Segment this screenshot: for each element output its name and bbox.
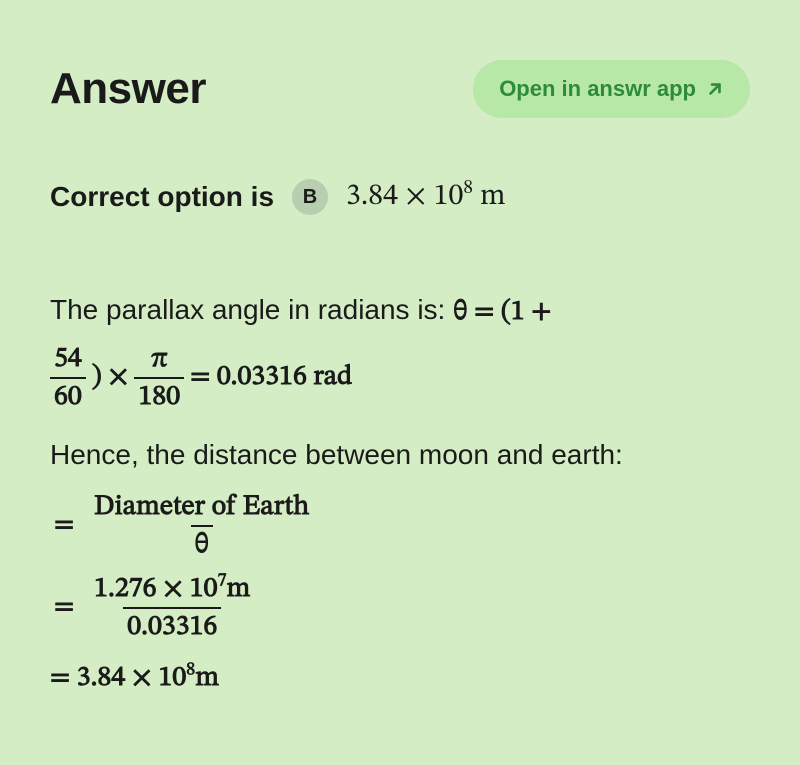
explanation-line-1: The parallax angle in radians is: θ = (1…	[50, 286, 750, 337]
open-app-button-label: Open in answr app	[499, 76, 696, 102]
answer-heading: Answer	[50, 64, 206, 114]
equals-sign-1: =	[54, 502, 74, 550]
explanation-line-3: Hence, the distance between moon and ear…	[50, 431, 750, 479]
correct-option-label: Correct option is	[50, 181, 274, 213]
equals-sign-2: =	[54, 584, 74, 632]
parallax-text: The parallax angle in radians is:	[50, 294, 453, 325]
fraction-pi-180: π 180	[134, 343, 184, 413]
fraction-54-60: 54 60	[50, 343, 86, 413]
option-badge: B	[292, 179, 328, 215]
external-link-icon	[706, 80, 724, 98]
explanation-block: The parallax angle in radians is: θ = (1…	[50, 286, 750, 703]
explanation-line-5: = 1.276 × 107m 0.03316	[50, 573, 750, 643]
explanation-line-2: 54 60 ) × π 180 = 0.03316 rad	[50, 343, 750, 413]
explanation-result: = 3.84 × 108m	[50, 655, 750, 703]
correct-option-value: 3.84 × 108 m	[346, 178, 506, 216]
fraction-value: 1.276 × 107m 0.03316	[90, 573, 254, 643]
open-answr-app-button[interactable]: Open in answr app	[473, 60, 750, 118]
explanation-line-4: = Diameter of Earth θ	[50, 491, 750, 561]
theta-equals: θ = (1 +	[453, 298, 551, 326]
fraction-diameter-theta: Diameter of Earth θ	[90, 491, 313, 561]
equals-rad: = 0.03316 rad	[190, 354, 352, 402]
close-paren-times: ) ×	[92, 354, 129, 402]
